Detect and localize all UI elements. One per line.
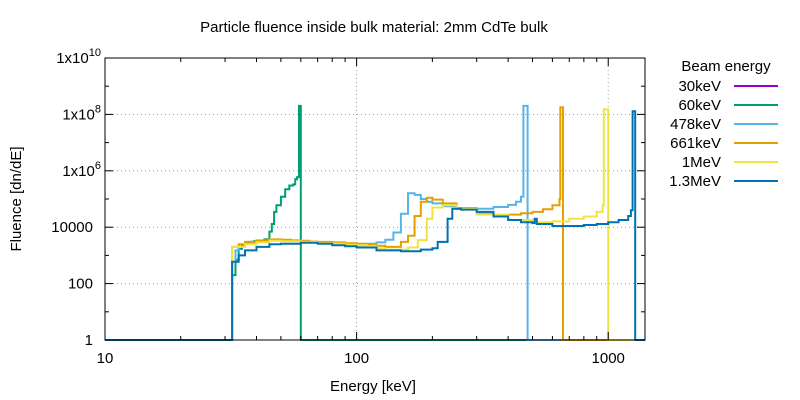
x-tick-label: 10 [97,350,114,367]
y-tick-label: 100 [68,276,93,293]
y-tick-label-base: 1x10 [62,106,95,123]
y-axis-label: Fluence [dn/dE] [8,146,25,251]
legend-label: 661keV [670,135,721,152]
legend: Beam energy 30keV 60keV 478keV 661keV 1MeV 1.… [669,58,778,190]
legend-title: Beam energy [681,58,771,75]
legend-label: 1MeV [682,154,721,171]
y-tick-label-base: 1 [85,332,93,349]
y-tick-label-base: 100 [68,276,93,293]
y-tick-label-exponent: 10 [89,47,101,59]
series-lines [105,104,645,341]
y-tick-label-base: 1x10 [56,50,89,67]
y-tick-label: 1x106 [62,160,101,180]
legend-label: 1.3MeV [669,173,721,190]
y-tick-label-base: 1x10 [62,163,95,180]
y-tick-label: 1 [85,332,93,349]
y-tick-label-base: 10000 [51,219,93,236]
series-line-60kev [105,104,645,341]
y-tick-label-exponent: 8 [95,103,101,115]
series-line-1.3mev [105,110,645,341]
legend-label: 478keV [670,116,721,133]
y-tick-label: 10000 [51,219,93,236]
y-tick-label-exponent: 6 [95,160,101,172]
x-axis-label: Energy [keV] [330,378,416,395]
legend-label: 30keV [678,78,721,95]
y-tick-label: 1x1010 [56,47,101,67]
y-tick-label: 1x108 [62,103,101,123]
chart-title: Particle fluence inside bulk material: 2… [200,19,548,36]
x-tick-label: 1000 [592,350,625,367]
series-line-661kev [105,106,645,341]
x-tick-label: 100 [344,350,369,367]
legend-label: 60keV [678,97,721,114]
series-line-1mev [105,108,645,341]
